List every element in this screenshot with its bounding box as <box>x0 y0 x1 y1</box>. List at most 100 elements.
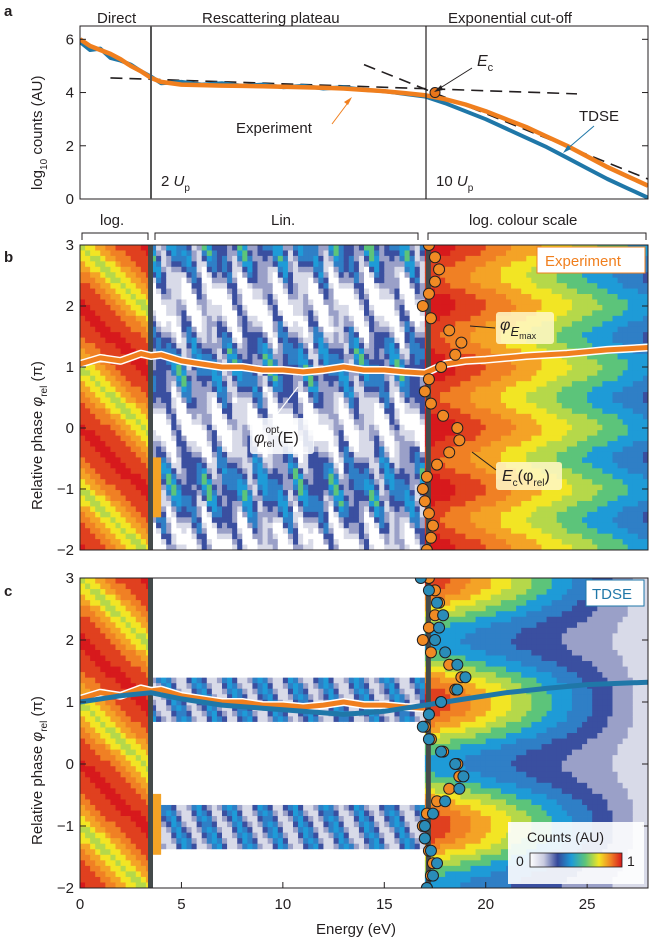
heat-cell <box>394 332 400 338</box>
heat-cell <box>115 446 121 453</box>
heat-cell <box>475 506 482 513</box>
heat-cell <box>186 294 192 300</box>
heat-cell <box>374 522 380 529</box>
heat-cell <box>490 441 497 447</box>
heat-cell <box>470 539 476 545</box>
heat-cell <box>379 457 385 464</box>
heat-cell <box>358 462 365 469</box>
heat-cell <box>419 261 426 268</box>
heat-cell <box>206 370 213 377</box>
heat-cell <box>95 255 101 262</box>
heat-cell <box>135 490 142 496</box>
heat-cell <box>419 332 426 338</box>
heat-cell <box>257 457 263 464</box>
heat-cell <box>277 506 284 513</box>
heat-cell <box>211 419 218 426</box>
heat-cell <box>262 533 269 540</box>
heat-cell <box>358 375 365 382</box>
heat-cell <box>282 337 289 344</box>
heat-cell <box>282 348 289 355</box>
heat-cell <box>369 430 375 437</box>
heat-cell <box>358 266 365 273</box>
heat-cell <box>374 413 380 420</box>
heat-cell <box>303 479 309 486</box>
heat-cell <box>343 304 350 311</box>
heat-cell <box>465 446 471 453</box>
heat-cell <box>257 413 263 420</box>
heat-cell <box>526 359 532 366</box>
heat-cell <box>247 272 253 279</box>
ytick-label: 6 <box>66 31 74 48</box>
heat-cell <box>171 500 177 507</box>
heat-cell <box>313 294 319 300</box>
heat-cell <box>414 348 421 355</box>
heat-cell <box>500 500 507 507</box>
heat-cell <box>369 266 375 273</box>
heat-cell <box>222 413 228 420</box>
heat-cell <box>186 277 192 284</box>
heat-cell <box>485 490 492 496</box>
heat-cell <box>313 522 319 529</box>
heat-cell <box>181 539 187 545</box>
heat-cell <box>191 353 198 360</box>
heat-cell <box>242 245 248 251</box>
heat-cell <box>313 375 319 382</box>
heat-cell <box>287 392 294 398</box>
heat-cell <box>105 288 111 295</box>
heat-cell <box>211 332 218 338</box>
heat-cell <box>282 359 289 366</box>
heat-cell <box>480 451 487 458</box>
heat-cell <box>470 386 476 393</box>
heat-cell <box>348 288 355 295</box>
heat-cell <box>465 495 471 502</box>
heat-cell <box>161 283 167 289</box>
heat-cell <box>242 375 248 382</box>
heat-cell <box>298 288 304 295</box>
heat-cell <box>181 321 187 328</box>
heat-cell <box>404 539 411 545</box>
heat-cell <box>308 326 314 333</box>
heat-cell <box>475 348 482 355</box>
heat-cell <box>181 375 187 382</box>
heat-cell <box>414 353 421 360</box>
heat-cell <box>460 473 466 480</box>
heat-cell <box>500 517 507 524</box>
heat-cell <box>191 299 198 306</box>
heat-cell <box>95 446 101 453</box>
heat-cell <box>257 473 263 480</box>
heat-cell <box>90 299 96 306</box>
heat-cell <box>140 451 147 458</box>
heat-cell <box>429 381 436 388</box>
heat-cell <box>490 299 497 306</box>
heat-cell <box>369 326 375 333</box>
heat-cell <box>247 506 253 513</box>
heat-cell <box>262 506 269 513</box>
heat-cell <box>460 506 466 513</box>
heat-cell <box>257 294 263 300</box>
heat-cell <box>506 495 512 502</box>
heat-cell <box>120 266 127 273</box>
heat-cell <box>206 245 213 251</box>
heat-cell <box>252 495 258 502</box>
heat-cell <box>100 266 106 273</box>
heat-cell <box>399 304 405 311</box>
heat-cell <box>450 484 456 491</box>
heat-cell <box>196 517 203 524</box>
heat-cell <box>115 375 121 382</box>
heat-cell <box>262 408 269 415</box>
heat-cell <box>282 397 289 404</box>
heat-cell <box>80 522 86 529</box>
heat-cell <box>110 250 116 257</box>
heat-cell <box>369 343 375 349</box>
heat-cell <box>176 343 182 349</box>
heat-cell <box>252 506 258 513</box>
heat-cell <box>237 381 243 388</box>
heat-cell <box>399 446 405 453</box>
heat-cell <box>125 522 132 529</box>
heat-cell <box>85 506 91 513</box>
heat-cell <box>348 294 355 300</box>
heat-cell <box>333 522 340 529</box>
heat-cell <box>130 381 137 388</box>
heat-cell <box>130 468 137 475</box>
heat-cell <box>429 435 436 442</box>
